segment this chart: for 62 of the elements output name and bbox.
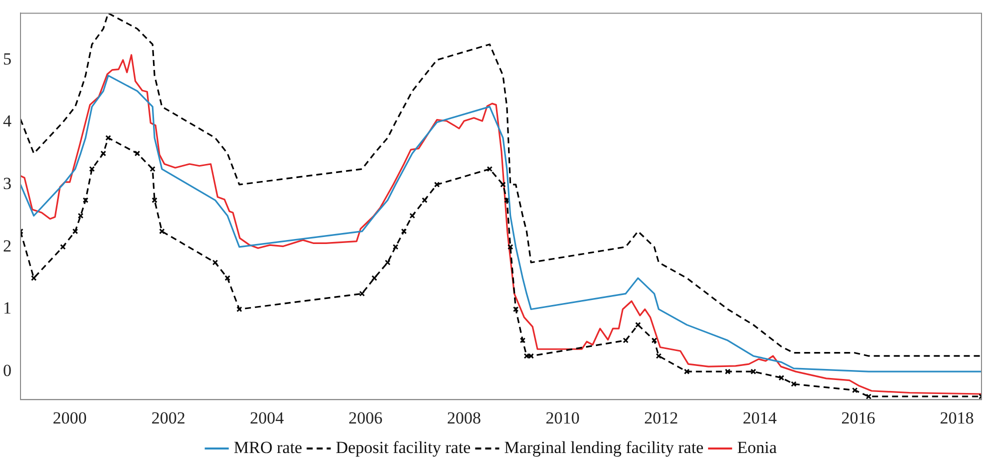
point bbox=[434, 182, 440, 188]
point bbox=[507, 244, 514, 250]
legend-label: MRO rate bbox=[234, 438, 302, 457]
x-tick-label: 2010 bbox=[546, 408, 580, 428]
point bbox=[152, 197, 158, 204]
x-tick-label: 2002 bbox=[151, 408, 186, 428]
point bbox=[524, 353, 530, 359]
point bbox=[866, 394, 872, 400]
x-tick-label: 2012 bbox=[644, 408, 678, 428]
y-tick-label: 4 bbox=[3, 112, 12, 131]
point bbox=[724, 368, 731, 374]
x-tick-label: 2008 bbox=[447, 408, 482, 428]
point bbox=[150, 166, 156, 172]
point bbox=[105, 134, 112, 141]
point bbox=[852, 387, 858, 394]
point bbox=[392, 244, 398, 250]
point bbox=[236, 306, 242, 312]
point bbox=[790, 381, 797, 387]
point bbox=[384, 260, 391, 266]
y-tick-label: 1 bbox=[3, 298, 12, 318]
point bbox=[212, 260, 218, 266]
point bbox=[684, 368, 690, 374]
legend-label: Marginal lending facility rate bbox=[504, 438, 704, 457]
point bbox=[750, 368, 756, 374]
line-series bbox=[20, 13, 982, 357]
point bbox=[651, 338, 658, 344]
point bbox=[409, 212, 416, 219]
point bbox=[134, 150, 140, 156]
legend-label: Deposit facility rate bbox=[336, 438, 471, 457]
y-tick-label: 3 bbox=[3, 174, 12, 194]
x-tick-label: 2004 bbox=[250, 408, 284, 428]
point bbox=[60, 244, 66, 250]
point bbox=[635, 322, 641, 328]
point bbox=[422, 197, 428, 204]
point bbox=[778, 374, 784, 381]
point bbox=[622, 338, 629, 344]
x-tick-label: 2016 bbox=[841, 408, 876, 428]
point bbox=[30, 275, 37, 281]
y-tick-label: 0 bbox=[3, 361, 12, 380]
point bbox=[401, 228, 407, 234]
point bbox=[359, 290, 365, 297]
point bbox=[78, 212, 84, 219]
point bbox=[371, 275, 378, 281]
point bbox=[528, 353, 534, 359]
point bbox=[512, 306, 519, 312]
x-tick-label: 2000 bbox=[52, 408, 87, 428]
point bbox=[159, 228, 165, 234]
point bbox=[656, 353, 662, 359]
point bbox=[89, 166, 95, 172]
x-tick-label: 2006 bbox=[348, 408, 382, 428]
y-tick-label: 5 bbox=[3, 49, 12, 68]
point bbox=[520, 338, 526, 344]
point bbox=[224, 275, 230, 281]
y-tick-label: 2 bbox=[3, 236, 12, 256]
x-tick-label: 2014 bbox=[742, 408, 778, 428]
x-tick-label: 2018 bbox=[940, 408, 974, 428]
point bbox=[72, 228, 78, 234]
point bbox=[486, 166, 493, 172]
legend-label: Eonia bbox=[737, 438, 778, 457]
point bbox=[100, 150, 106, 156]
point bbox=[82, 197, 88, 204]
point bbox=[500, 182, 506, 188]
